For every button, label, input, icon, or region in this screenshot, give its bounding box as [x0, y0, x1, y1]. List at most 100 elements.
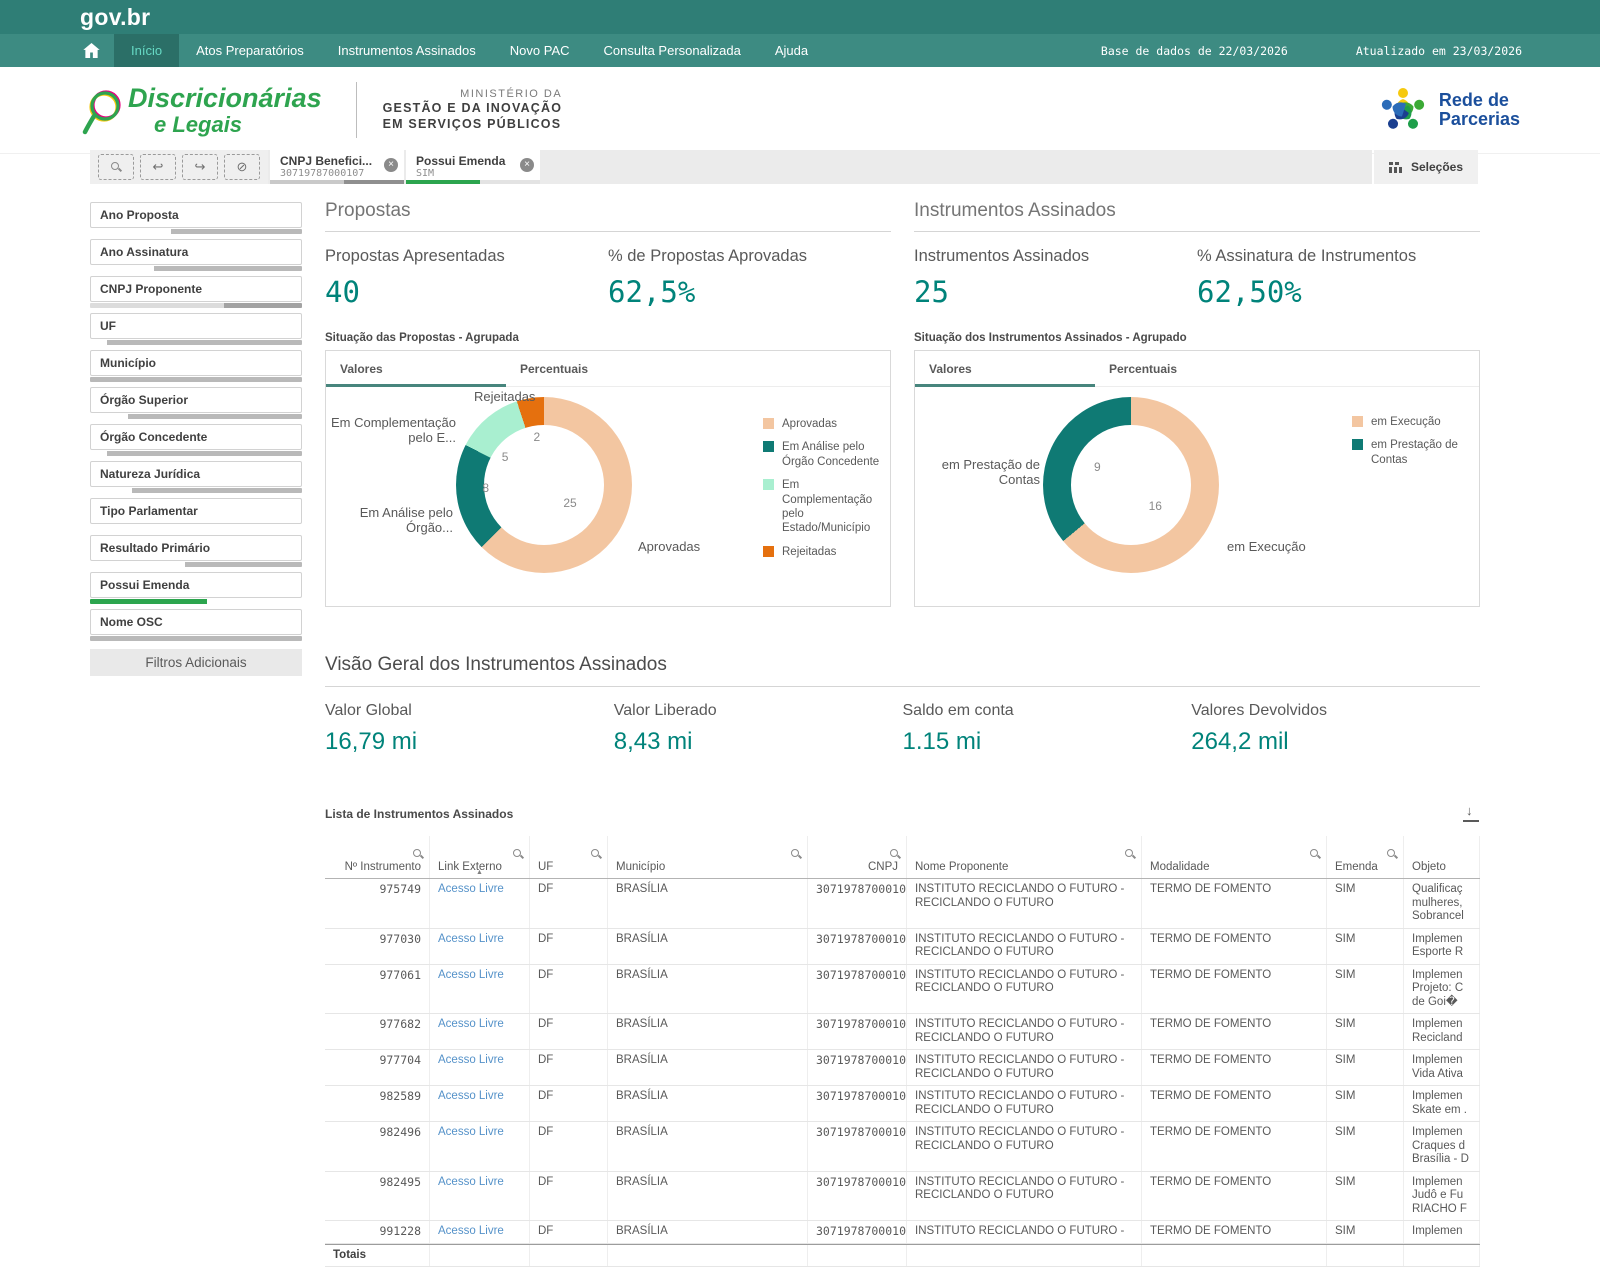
- filter-box[interactable]: Órgão Concedente: [90, 424, 302, 450]
- slice-value-label: 25: [563, 496, 576, 510]
- filter-resultado-primário: Resultado Primário: [90, 535, 302, 567]
- nav-item-novo-pac[interactable]: Novo PAC: [493, 34, 587, 67]
- column-search-icon[interactable]: [889, 848, 901, 860]
- chip-close-icon[interactable]: ×: [384, 158, 398, 172]
- filter-box[interactable]: CNPJ Proponente: [90, 276, 302, 302]
- column-search-icon[interactable]: [1309, 848, 1321, 860]
- column-header-cnpj[interactable]: CNPJ: [808, 836, 907, 878]
- filter-box[interactable]: Órgão Superior: [90, 387, 302, 413]
- legend-swatch: [763, 441, 774, 452]
- home-button[interactable]: [68, 34, 114, 67]
- cell-uf: DF: [530, 1014, 608, 1049]
- legend-item[interactable]: Em Complementação pelo Estado/Município: [763, 478, 889, 536]
- divider: [356, 82, 357, 138]
- column-header-modalidade[interactable]: Modalidade: [1142, 836, 1327, 878]
- column-header-link[interactable]: Link Externo▲: [430, 836, 530, 878]
- selection-chip[interactable]: CNPJ Benefici...30719787000107×: [270, 150, 404, 184]
- home-icon: [83, 43, 100, 58]
- cell-link[interactable]: Acesso Livre: [430, 1050, 530, 1085]
- filter-label: Ano Proposta: [100, 208, 179, 222]
- nav-item-consulta-personalizada[interactable]: Consulta Personalizada: [587, 34, 758, 67]
- column-search-icon[interactable]: [1124, 848, 1136, 860]
- search-selections-button[interactable]: [98, 154, 134, 180]
- nav-item-ajuda[interactable]: Ajuda: [758, 34, 825, 67]
- chip-state-bar: [406, 180, 540, 184]
- filter-box[interactable]: Município: [90, 350, 302, 376]
- legend-item[interactable]: em Prestação de Contas: [1352, 438, 1482, 467]
- cell-link[interactable]: Acesso Livre: [430, 1086, 530, 1121]
- legend-item[interactable]: Em Análise pelo Órgão Concedente: [763, 440, 889, 469]
- kpi-value: 40: [325, 275, 608, 309]
- selections-button[interactable]: Seleções: [1374, 150, 1478, 184]
- column-header-municipio[interactable]: Município: [608, 836, 808, 878]
- additional-filters-button[interactable]: Filtros Adicionais: [90, 649, 302, 676]
- cell-link[interactable]: Acesso Livre: [430, 1172, 530, 1221]
- column-search-icon[interactable]: [1386, 848, 1398, 860]
- nav-item-atos-preparatórios[interactable]: Atos Preparatórios: [179, 34, 321, 67]
- filter-box[interactable]: Nome OSC: [90, 609, 302, 635]
- step-back-button[interactable]: ↩: [140, 154, 176, 180]
- column-header-objeto[interactable]: Objeto: [1404, 836, 1480, 878]
- column-header-num[interactable]: Nº Instrumento: [325, 836, 430, 878]
- clear-selections-button[interactable]: ⊘: [224, 154, 260, 180]
- nav-item-instrumentos-assinados[interactable]: Instrumentos Assinados: [321, 34, 493, 67]
- column-search-icon[interactable]: [790, 848, 802, 860]
- tab-percentuais[interactable]: Percentuais: [506, 351, 686, 386]
- tab-valores[interactable]: Valores: [915, 351, 1095, 386]
- filter-nome-osc: Nome OSC: [90, 609, 302, 641]
- filter-box[interactable]: UF: [90, 313, 302, 339]
- filter-box[interactable]: Natureza Jurídica: [90, 461, 302, 487]
- legend-item[interactable]: em Execução: [1352, 415, 1482, 429]
- column-header-proponente[interactable]: Nome Proponente: [907, 836, 1142, 878]
- cell-municipio: BRASÍLIA: [608, 965, 808, 1014]
- cell-link[interactable]: Acesso Livre: [430, 879, 530, 928]
- download-icon[interactable]: [1462, 806, 1480, 822]
- column-search-icon[interactable]: [512, 848, 524, 860]
- legend-item[interactable]: Rejeitadas: [763, 545, 889, 559]
- filter-box[interactable]: Ano Proposta: [90, 202, 302, 228]
- column-header-emenda[interactable]: Emenda: [1327, 836, 1404, 878]
- cell-modalidade: TERMO DE FOMENTO: [1142, 1050, 1327, 1085]
- instruments-table-section: Lista de Instrumentos Assinados Nº Instr…: [325, 806, 1480, 1267]
- tab-valores[interactable]: Valores: [326, 351, 506, 386]
- cell-link[interactable]: Acesso Livre: [430, 929, 530, 964]
- cell-link[interactable]: Acesso Livre: [430, 1014, 530, 1049]
- cell-link[interactable]: Acesso Livre: [430, 1221, 530, 1243]
- filter-state-bar: [90, 229, 302, 234]
- slice-value-label: 9: [1094, 460, 1101, 474]
- cell-link[interactable]: Acesso Livre: [430, 965, 530, 1014]
- nav-item-início[interactable]: Início: [114, 34, 179, 67]
- filter-box[interactable]: Resultado Primário: [90, 535, 302, 561]
- filter-state-bar: [90, 636, 302, 641]
- filter-box[interactable]: Possui Emenda: [90, 572, 302, 598]
- tab-percentuais[interactable]: Percentuais: [1095, 351, 1275, 386]
- column-search-icon[interactable]: [412, 848, 424, 860]
- column-header-uf[interactable]: UF: [530, 836, 608, 878]
- column-search-icon[interactable]: [590, 848, 602, 860]
- kpi-label: % de Propostas Aprovadas: [608, 247, 891, 266]
- filter-box[interactable]: Tipo Parlamentar: [90, 498, 302, 524]
- cell-uf: DF: [530, 879, 608, 928]
- chip-close-icon[interactable]: ×: [520, 158, 534, 172]
- totals-cell: [1142, 1245, 1327, 1267]
- step-forward-button[interactable]: ↪: [182, 154, 218, 180]
- legend-item[interactable]: Aprovadas: [763, 417, 889, 431]
- cell-cnpj: 30719787000107: [808, 1221, 907, 1243]
- filter-box[interactable]: Ano Assinatura: [90, 239, 302, 265]
- cell-link[interactable]: Acesso Livre: [430, 1122, 530, 1171]
